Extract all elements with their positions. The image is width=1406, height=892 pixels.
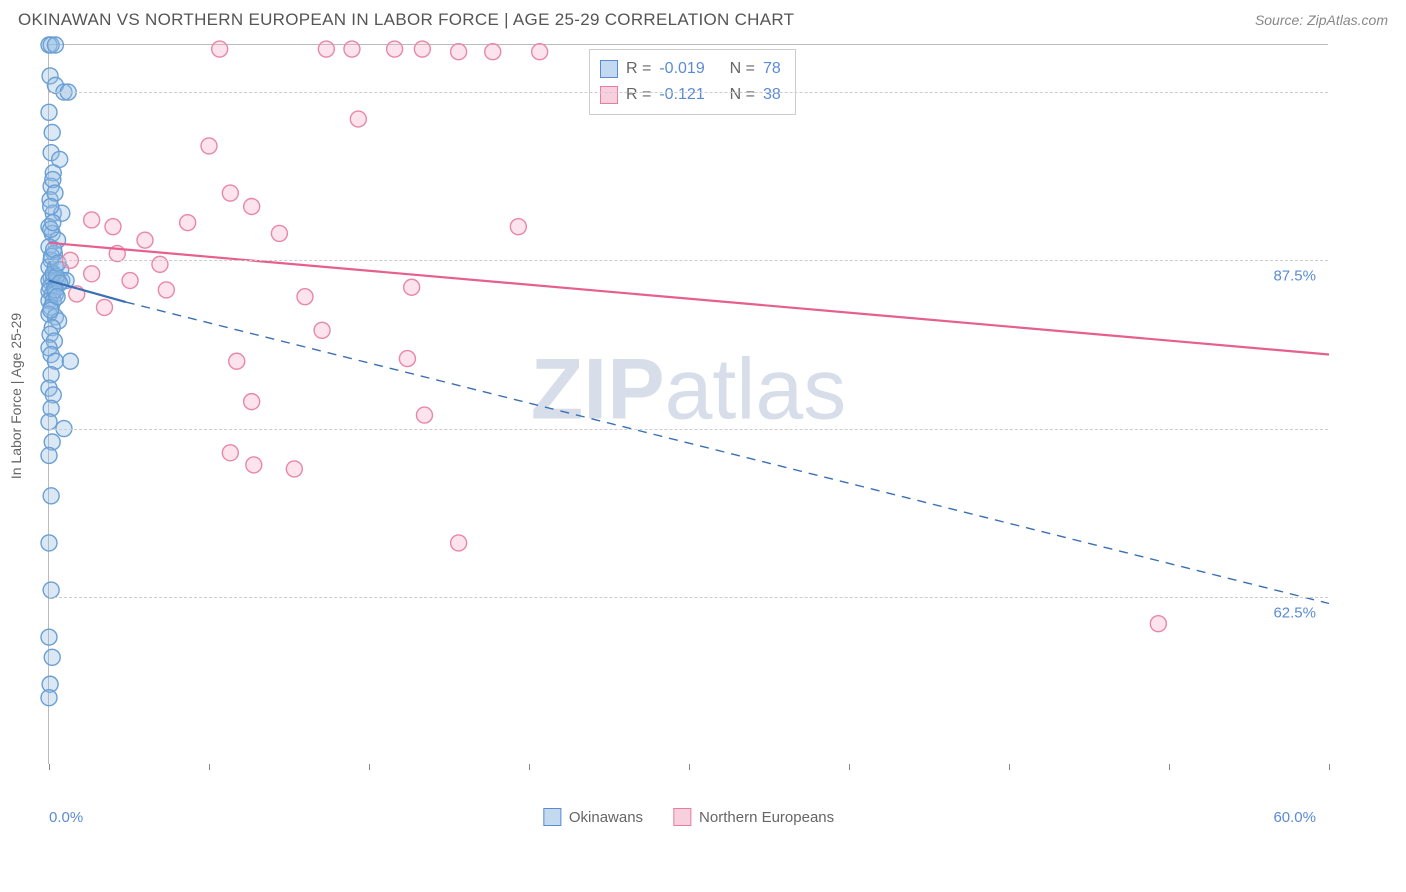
n-value: 78 — [763, 56, 781, 82]
r-value: -0.121 — [659, 82, 704, 108]
gridline — [49, 429, 1328, 430]
x-tick — [1169, 764, 1170, 770]
n-value: 38 — [763, 82, 781, 108]
swatch-blue-icon — [543, 808, 561, 826]
gridline — [49, 597, 1328, 598]
y-tick-label: 62.5% — [1273, 604, 1316, 621]
chart-title: OKINAWAN VS NORTHERN EUROPEAN IN LABOR F… — [18, 10, 794, 30]
swatch-pink-icon — [673, 808, 691, 826]
swatch-pink-icon — [600, 86, 618, 104]
x-tick — [49, 764, 50, 770]
x-tick — [209, 764, 210, 770]
legend-row-okinawans: R = -0.019 N = 78 — [600, 56, 781, 82]
r-value: -0.019 — [659, 56, 704, 82]
x-tick — [1009, 764, 1010, 770]
y-tick-label: 87.5% — [1273, 268, 1316, 285]
legend-label: Okinawans — [569, 809, 643, 826]
legend-row-europeans: R = -0.121 N = 38 — [600, 82, 781, 108]
plot-svg — [49, 45, 1328, 764]
chart-source: Source: ZipAtlas.com — [1255, 12, 1388, 28]
y-axis-label: In Labor Force | Age 25-29 — [8, 313, 24, 479]
x-tick — [849, 764, 850, 770]
r-label: R = — [626, 56, 651, 82]
x-tick — [369, 764, 370, 770]
chart-container: In Labor Force | Age 25-29 ZIPatlas R = … — [18, 44, 1388, 834]
legend-label: Northern Europeans — [699, 809, 834, 826]
r-label: R = — [626, 82, 651, 108]
series-legend: Okinawans Northern Europeans — [543, 808, 834, 826]
legend-item-okinawans: Okinawans — [543, 808, 643, 826]
x-tick-label: 60.0% — [1273, 809, 1316, 826]
plot-area: ZIPatlas R = -0.019 N = 78 R = -0.121 N … — [48, 44, 1328, 764]
x-tick — [1329, 764, 1330, 770]
legend-item-europeans: Northern Europeans — [673, 808, 834, 826]
x-tick — [689, 764, 690, 770]
n-label: N = — [730, 82, 755, 108]
x-tick-label: 0.0% — [49, 809, 83, 826]
gridline — [49, 92, 1328, 93]
x-tick — [529, 764, 530, 770]
n-label: N = — [730, 56, 755, 82]
gridline — [49, 260, 1328, 261]
correlation-legend: R = -0.019 N = 78 R = -0.121 N = 38 — [589, 49, 796, 115]
swatch-blue-icon — [600, 60, 618, 78]
